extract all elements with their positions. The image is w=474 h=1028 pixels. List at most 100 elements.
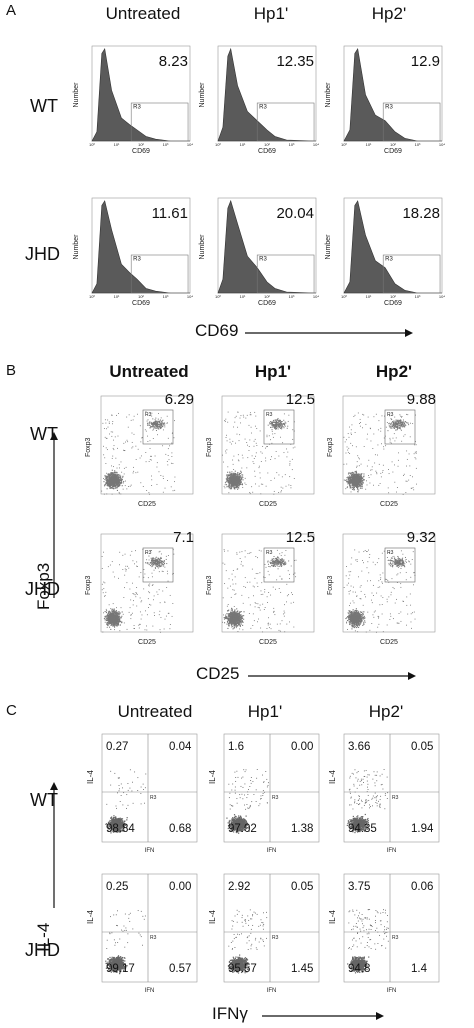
panel-a-cd69-arrow: [245, 329, 413, 337]
gate-label: R3: [387, 550, 394, 556]
gate-percentage: 9.88: [406, 391, 436, 408]
panel-c-ifng-arrow: [262, 1012, 384, 1020]
x-tick: 10⁴: [439, 294, 445, 299]
quadrant-plot-wt-1: R3 IFN IL-4 0.27 0.04 98.84 0.68: [86, 733, 198, 854]
gate-r3: [384, 409, 416, 445]
event-dots: [101, 549, 175, 633]
gate-label: R3: [392, 795, 399, 801]
scatter-wt-1: R3 CD25 Foxp3: [85, 395, 194, 508]
quadrant-ul-value: 3.66: [348, 741, 370, 753]
y-axis-label: Number: [199, 82, 206, 108]
x-axis-label: CD69: [132, 148, 150, 155]
panel-c-letter: C: [6, 702, 17, 719]
histogram-fill: [217, 47, 317, 142]
gate-percentage: 12.9: [410, 53, 440, 70]
scatter-jhd-3: R3 CD25 Foxp3: [327, 533, 436, 646]
x-tick: 10⁰: [215, 142, 221, 147]
gate-label: R3: [385, 257, 393, 263]
gate-percentage: 11.61: [151, 205, 188, 222]
quadrant-ul-value: 0.27: [106, 741, 128, 753]
x-axis-label: IFN: [387, 988, 397, 994]
gate-percentage: 8.23: [158, 53, 188, 70]
gate-label: R3: [266, 412, 273, 418]
x-tick: 10³: [289, 294, 295, 299]
x-tick: 10²: [264, 294, 270, 299]
quadrant-ur-value: 0.00: [291, 741, 313, 753]
y-axis-label: Foxp3: [85, 575, 92, 595]
quadrant-plot-wt-3: R3 IFN IL-4 3.66 0.05 94.35 1.94: [328, 733, 440, 854]
gate-label: R3: [266, 550, 273, 556]
gate-percentage: 20.04: [276, 205, 314, 222]
quadrant-ll-value: 98.84: [106, 823, 135, 835]
quadrant-ll-value: 94.35: [348, 823, 377, 835]
gate-label: R3: [259, 105, 267, 111]
gate-r3: [263, 409, 295, 445]
histogram-jhd-1: R3 CD69 Number 10⁰ 10¹ 10² 10³ 10⁴: [73, 197, 193, 307]
x-axis-label: CD25: [259, 639, 277, 646]
x-axis-label: CD25: [380, 639, 398, 646]
histogram-wt-2: R3 CD69 Number 10⁰ 10¹ 10² 10³ 10⁴: [199, 45, 319, 155]
panel-a-row-wt: WT: [30, 96, 58, 116]
x-tick: 10¹: [366, 142, 372, 147]
quadrant-ll-value: 99.17: [106, 963, 135, 975]
x-tick: 10¹: [240, 294, 246, 299]
panel-c-row-wt: WT: [30, 790, 58, 810]
y-axis-label: Number: [73, 234, 80, 260]
quadrant-plot-jhd-1: R3 IFN IL-4 0.25 0.00 99.17 0.57: [86, 873, 198, 994]
histogram-fill: [217, 199, 317, 294]
x-tick: 10⁴: [187, 142, 193, 147]
quadrant-ur-value: 0.05: [291, 881, 313, 893]
panel-c-col-hp2: Hp2': [368, 702, 404, 721]
panel-c-col-hp1: Hp1': [247, 702, 283, 721]
x-axis-label: IFN: [145, 988, 155, 994]
panel-b-col-untreated: Untreated: [109, 362, 189, 381]
x-axis-label: CD69: [258, 300, 276, 307]
gate-percentage: 9.32: [406, 529, 436, 546]
histogram-wt-3: R3 CD69 Number 10⁰ 10¹ 10² 10³ 10⁴: [325, 45, 445, 155]
gate-r3: [142, 547, 174, 583]
gate-label: R3: [272, 795, 279, 801]
quadrant-plot-jhd-2: R3 IFN IL-4 2.92 0.05 95.57 1.45: [208, 873, 320, 994]
x-axis-label: CD25: [138, 501, 156, 508]
x-tick: 10⁴: [187, 294, 193, 299]
x-tick: 10¹: [114, 142, 120, 147]
panel-b-row-jhd: JHD: [25, 579, 60, 599]
scatter-wt-3: R3 CD25 Foxp3: [327, 395, 436, 508]
panel-a-cd69-axis-label: CD69: [195, 321, 239, 340]
panel-a-letter: A: [6, 2, 17, 19]
x-tick: 10⁰: [341, 294, 347, 299]
y-axis-label: Number: [325, 82, 332, 108]
x-axis-label: IFN: [267, 988, 277, 994]
event-dots: [222, 549, 297, 633]
panel-b-col-hp1: Hp1': [254, 362, 292, 381]
y-axis-label: IL-4: [328, 910, 337, 924]
event-dots: [227, 909, 268, 974]
x-tick: 10²: [138, 294, 144, 299]
gate-label: R3: [272, 935, 279, 941]
gate-percentage: 12.35: [276, 53, 314, 70]
gate-r3: [382, 254, 441, 294]
quadrant-ur-value: 0.05: [411, 741, 433, 753]
y-axis-label: IL-4: [208, 770, 217, 784]
gate-percentage: 6.29: [164, 391, 194, 408]
panel-c-col-untreated: Untreated: [117, 702, 193, 721]
x-tick: 10¹: [240, 142, 246, 147]
x-tick: 10³: [289, 142, 295, 147]
y-axis-label: IL-4: [328, 770, 337, 784]
gate-label: R3: [133, 105, 141, 111]
panel-a-col-hp1: Hp1': [253, 4, 289, 23]
quadrant-ll-value: 97.02: [228, 823, 257, 835]
x-tick: 10³: [163, 142, 169, 147]
panel-a-row-jhd: JHD: [25, 244, 60, 264]
panel-c-ifng-axis-label: IFNγ: [212, 1004, 248, 1023]
quadrant-ll-value: 94.8: [348, 963, 370, 975]
quadrant-lr-value: 0.57: [169, 963, 191, 975]
gate-r3: [256, 102, 315, 142]
panel-c-row-jhd: JHD: [25, 940, 60, 960]
x-axis-label: IFN: [267, 848, 277, 854]
gate-r3: [130, 254, 189, 294]
gate-label: R3: [385, 105, 393, 111]
event-dots: [346, 769, 389, 834]
scatter-jhd-2: R3 CD25 Foxp3: [206, 533, 315, 646]
quadrant-lr-value: 1.45: [291, 963, 313, 975]
